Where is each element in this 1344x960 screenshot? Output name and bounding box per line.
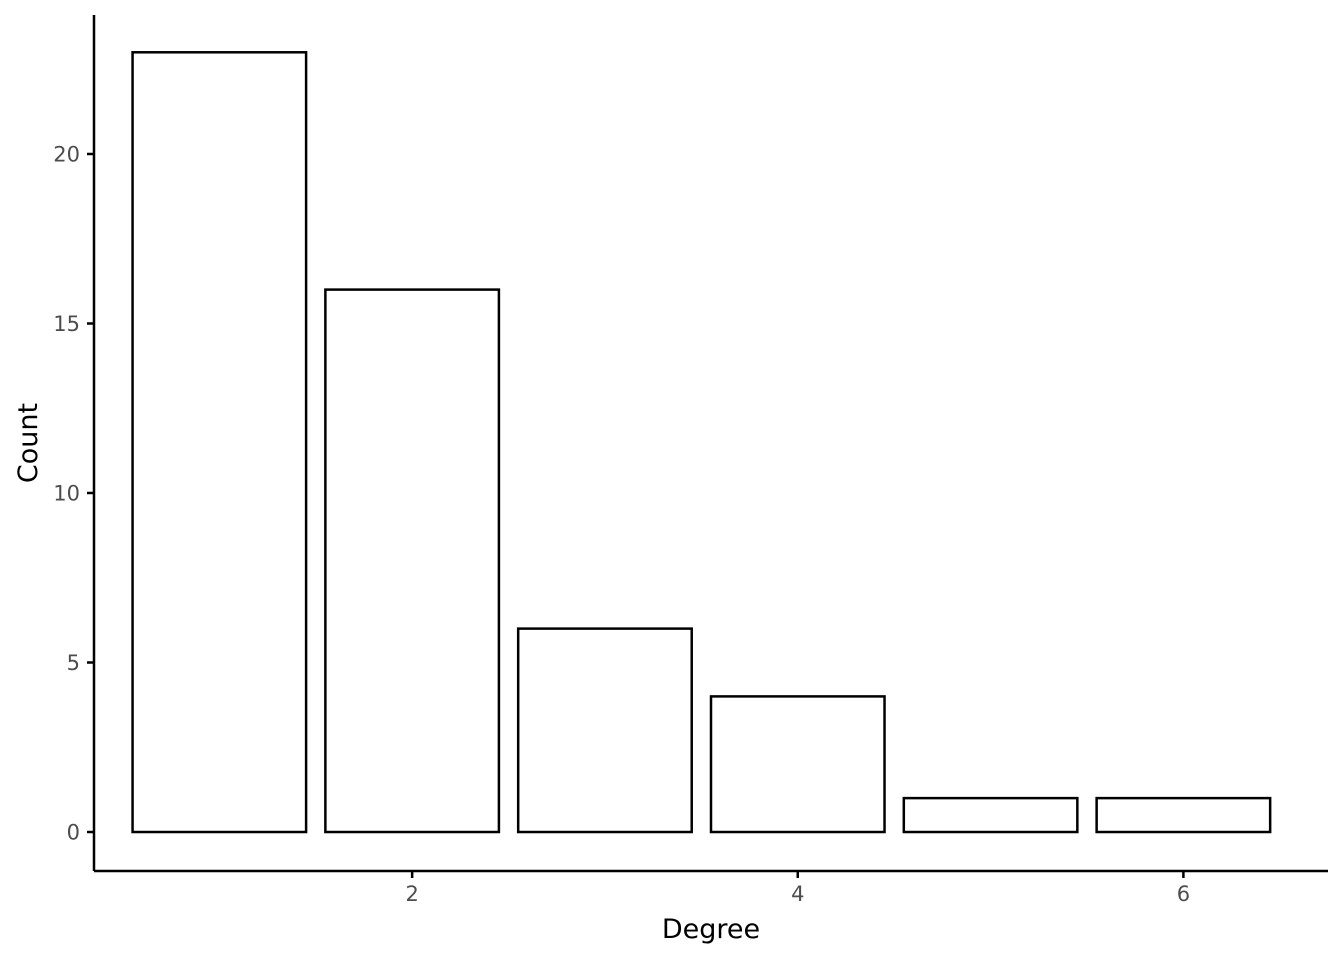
y-tick-label: 20 [53,142,80,166]
y-axis-title: Count [13,403,44,483]
bar-degree-5 [902,796,1079,834]
x-axis-title: Degree [662,914,760,945]
y-tick-label: 5 [67,651,80,675]
y-tick-label: 10 [53,482,80,506]
y-tick-label: 15 [53,312,80,336]
bar-degree-3 [516,627,693,834]
bar-degree-6 [1095,796,1272,834]
bars-group [131,51,1272,834]
y-axis-ticks: 0 5 10 15 20 [53,142,94,845]
y-tick-label: 0 [67,821,80,845]
bar-degree-2 [324,288,501,834]
x-tick-label: 4 [791,882,804,906]
x-axis-ticks: 2 4 6 [405,871,1190,906]
bar-degree-4 [709,695,886,834]
x-tick-label: 6 [1177,882,1190,906]
bar-degree-1 [131,51,308,834]
x-tick-label: 2 [405,882,418,906]
